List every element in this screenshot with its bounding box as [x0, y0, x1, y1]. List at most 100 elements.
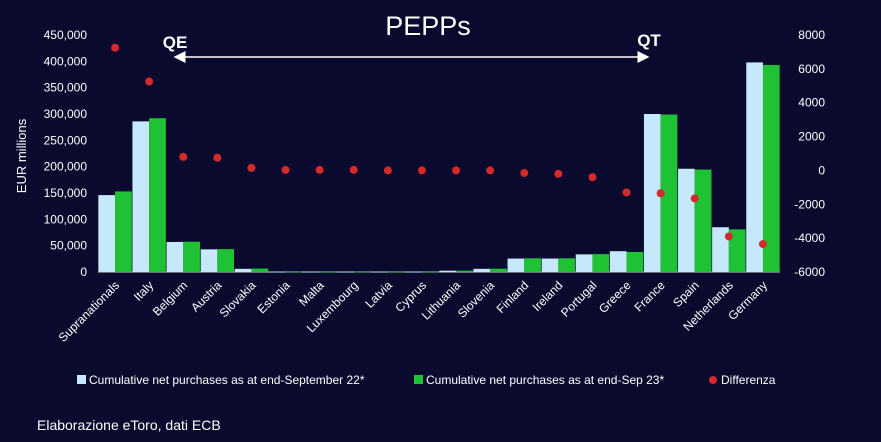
point-differenza: [622, 188, 631, 197]
bar-sep22: [132, 121, 150, 273]
x-tick-label: Belgium: [150, 278, 191, 319]
bar-sep23: [524, 258, 541, 272]
bar-sep22: [678, 168, 695, 272]
bar-sep23: [456, 270, 473, 272]
series-sep22-bars: [98, 62, 763, 273]
bar-sep23: [490, 268, 507, 272]
y-tick-label: 250,000: [44, 133, 88, 147]
y2-tick-label: 8000: [798, 28, 825, 42]
point-differenza: [315, 165, 324, 174]
bar-sep23: [592, 254, 610, 272]
point-differenza: [349, 165, 358, 174]
point-differenza: [554, 169, 563, 178]
legend-swatch: [77, 375, 86, 384]
left-axis-ticks: 0 50,000 100,000 150,000 200,000 250,000 300,0…: [44, 28, 88, 279]
bar-sep22: [98, 195, 116, 272]
point-differenza: [383, 166, 392, 175]
x-tick-label: Latvia: [362, 278, 395, 311]
y-tick-label: 400,000: [44, 54, 88, 68]
y-tick-label: 50,000: [50, 239, 87, 253]
point-differenza: [145, 77, 154, 86]
bar-sep22: [371, 271, 388, 273]
bar-sep22: [337, 271, 354, 273]
x-tick-label: Italy: [131, 278, 156, 303]
right-axis-ticks: -6000 -4000 -2000 0 2000 4000 6000 8000: [794, 28, 825, 279]
point-differenza: [452, 166, 461, 175]
y2-tick-label: 6000: [798, 62, 825, 76]
bar-sep23: [319, 271, 337, 273]
bar-sep23: [217, 249, 235, 272]
point-differenza: [656, 189, 665, 198]
y2-tick-label: -2000: [794, 197, 825, 211]
footer-source: Elaborazione eToro, dati ECB: [37, 417, 221, 433]
y-tick-label: 0: [80, 265, 87, 279]
bar-sep22: [643, 114, 661, 272]
legend-label: Cumulative net purchases as at end-Septe…: [89, 373, 365, 387]
bar-sep22: [200, 249, 218, 272]
bar-sep23: [558, 258, 576, 272]
y2-tick-label: 4000: [798, 96, 825, 110]
series-sep23-bars: [115, 65, 780, 273]
point-differenza: [486, 166, 495, 175]
bar-sep23: [660, 114, 678, 272]
bar-sep22: [609, 251, 627, 272]
bar-sep22: [541, 258, 559, 272]
bar-sep22: [439, 270, 457, 272]
x-tick-label: Malta: [296, 278, 327, 309]
bar-sep22: [575, 254, 593, 272]
y2-tick-label: 2000: [798, 130, 825, 144]
bar-sep22: [712, 227, 729, 272]
bar-sep22: [507, 258, 525, 272]
point-differenza: [281, 165, 290, 174]
bar-sep23: [251, 268, 269, 272]
x-tick-label: Slovakia: [217, 278, 259, 320]
y-tick-label: 300,000: [44, 107, 88, 121]
point-differenza: [111, 43, 120, 52]
legend: Cumulative net purchases as at end-Septe…: [77, 373, 776, 387]
x-tick-label: Finland: [494, 278, 532, 316]
y2-tick-label: 0: [818, 163, 825, 177]
bar-sep23: [694, 169, 712, 272]
bar-sep23: [421, 271, 439, 273]
legend-label: Cumulative net purchases as at end-Sep 2…: [426, 373, 664, 387]
y-tick-label: 200,000: [44, 160, 88, 174]
bar-sep22: [268, 271, 286, 273]
bar-sep23: [387, 271, 405, 273]
y-axis-label: EUR millions: [14, 118, 29, 193]
legend-swatch: [709, 376, 717, 384]
x-tick-label: Portugal: [558, 278, 600, 320]
bar-sep22: [234, 268, 252, 272]
series-differenza-points: [111, 43, 767, 249]
point-differenza: [247, 163, 256, 172]
x-tick-label: Estonia: [254, 278, 292, 316]
x-tick-label: France: [631, 278, 668, 315]
bar-sep22: [166, 241, 184, 272]
bar-sep23: [762, 65, 780, 273]
bar-sep22: [302, 271, 320, 273]
x-axis-labels: Supranationals ItalyBelgiumAustriaSlovaki…: [56, 278, 770, 345]
chart-title: PEPPs: [385, 11, 471, 41]
y2-tick-label: -4000: [794, 231, 825, 245]
y-tick-label: 450,000: [44, 28, 88, 42]
bar-sep22: [405, 271, 422, 273]
x-tick-label: Slovenia: [455, 278, 498, 321]
point-differenza: [588, 173, 597, 182]
point-differenza: [213, 153, 222, 162]
bar-sep23: [285, 271, 303, 273]
bar-sep22: [473, 268, 491, 272]
bar-sep22: [746, 62, 763, 272]
y-tick-label: 150,000: [44, 186, 88, 200]
y2-tick-label: -6000: [794, 265, 825, 279]
annotation-qt: QT: [637, 31, 661, 50]
x-tick-label: Spain: [670, 278, 702, 310]
bar-sep23: [183, 241, 200, 272]
point-differenza: [690, 194, 699, 203]
bar-sep23: [728, 229, 746, 272]
legend-swatch: [414, 375, 423, 384]
point-differenza: [520, 168, 529, 177]
bar-sep23: [353, 271, 371, 273]
bar-sep23: [149, 118, 166, 273]
point-differenza: [724, 232, 733, 241]
x-tick-label: Greece: [596, 278, 634, 316]
